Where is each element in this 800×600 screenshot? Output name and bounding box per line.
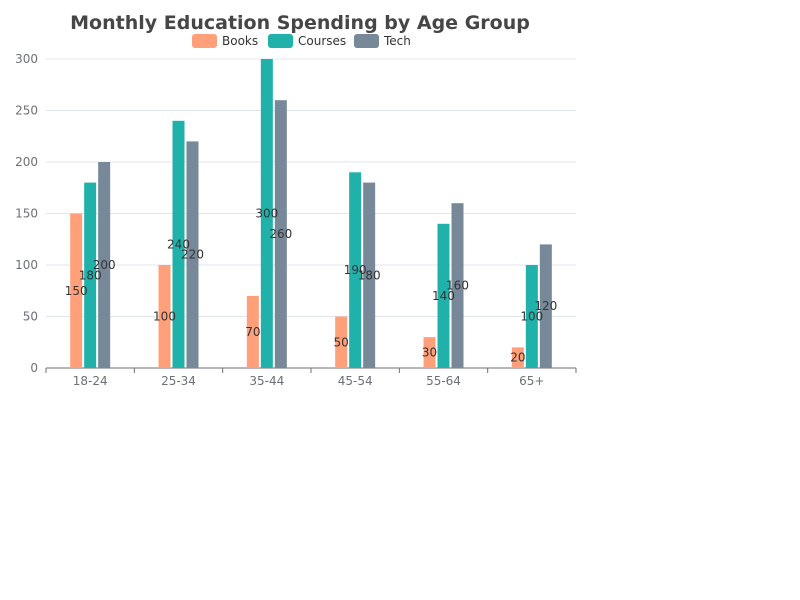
data-label: 30 — [422, 346, 437, 360]
x-tick-label: 35-44 — [249, 374, 284, 388]
bar-tech — [363, 182, 376, 368]
bar-tech — [451, 203, 464, 368]
x-tick-label: 25-34 — [161, 374, 196, 388]
data-label: 50 — [334, 335, 349, 349]
legend-swatch — [354, 34, 379, 48]
gridlines — [46, 58, 576, 317]
legend-item-tech[interactable]: Tech — [354, 34, 411, 48]
data-label: 70 — [245, 325, 260, 339]
x-tick-label: 45-54 — [338, 374, 373, 388]
data-label: 300 — [255, 207, 278, 221]
y-tick-label: 50 — [23, 310, 38, 324]
data-label: 160 — [446, 279, 469, 293]
y-tick-label: 200 — [15, 155, 38, 169]
data-label: 190 — [344, 263, 367, 277]
data-label: 100 — [153, 310, 176, 324]
data-label: 150 — [65, 284, 88, 298]
bar-courses — [172, 120, 185, 368]
data-label: 20 — [510, 351, 525, 365]
bar-tech — [98, 162, 111, 368]
data-labels: 150 100 70 50 30 20 180 240 300 190 140 100 200 220 26… — [65, 207, 558, 365]
y-axis: 0 50 100 150 200 250 300 — [15, 52, 38, 375]
legend-label: Tech — [383, 34, 411, 48]
bar-books — [246, 295, 259, 368]
data-label: 260 — [269, 227, 292, 241]
data-label: 220 — [181, 248, 204, 262]
bar-tech — [539, 244, 552, 368]
bar-books — [511, 347, 524, 368]
legend-label: Books — [222, 34, 258, 48]
legend-swatch — [268, 34, 293, 48]
bar-books — [335, 316, 348, 368]
x-tick-label: 65+ — [519, 374, 544, 388]
legend: Books Courses Tech — [192, 34, 411, 48]
bar-courses — [84, 182, 97, 368]
legend-swatch — [192, 34, 217, 48]
bar-tech — [186, 141, 199, 368]
x-tick-label: 55-64 — [426, 374, 461, 388]
bar-courses — [525, 265, 538, 368]
legend-item-books[interactable]: Books — [192, 34, 258, 48]
data-label: 120 — [534, 299, 557, 313]
chart-title: Monthly Education Spending by Age Group — [70, 12, 530, 34]
legend-label: Courses — [298, 34, 346, 48]
y-tick-label: 250 — [15, 104, 38, 118]
data-label: 100 — [520, 310, 543, 324]
bar-tech — [274, 100, 287, 368]
data-label: 240 — [167, 237, 190, 251]
legend-item-courses[interactable]: Courses — [268, 34, 346, 48]
data-label: 200 — [93, 258, 116, 272]
bar-courses — [260, 59, 273, 368]
bar-books — [158, 265, 171, 368]
bar-books — [423, 337, 436, 368]
y-tick-label: 150 — [15, 207, 38, 221]
data-label: 180 — [79, 268, 102, 282]
x-axis: 18-24 25-34 35-44 45-54 55-64 65+ — [45, 367, 577, 388]
y-tick-label: 0 — [30, 361, 38, 375]
bar-series — [70, 59, 552, 368]
bar-courses — [349, 172, 362, 368]
y-tick-label: 300 — [15, 52, 38, 66]
data-label: 180 — [358, 268, 381, 282]
bar-books — [70, 213, 83, 368]
x-tick-label: 18-24 — [73, 374, 108, 388]
data-label: 140 — [432, 289, 455, 303]
bar-courses — [437, 223, 450, 368]
y-tick-label: 100 — [15, 258, 38, 272]
